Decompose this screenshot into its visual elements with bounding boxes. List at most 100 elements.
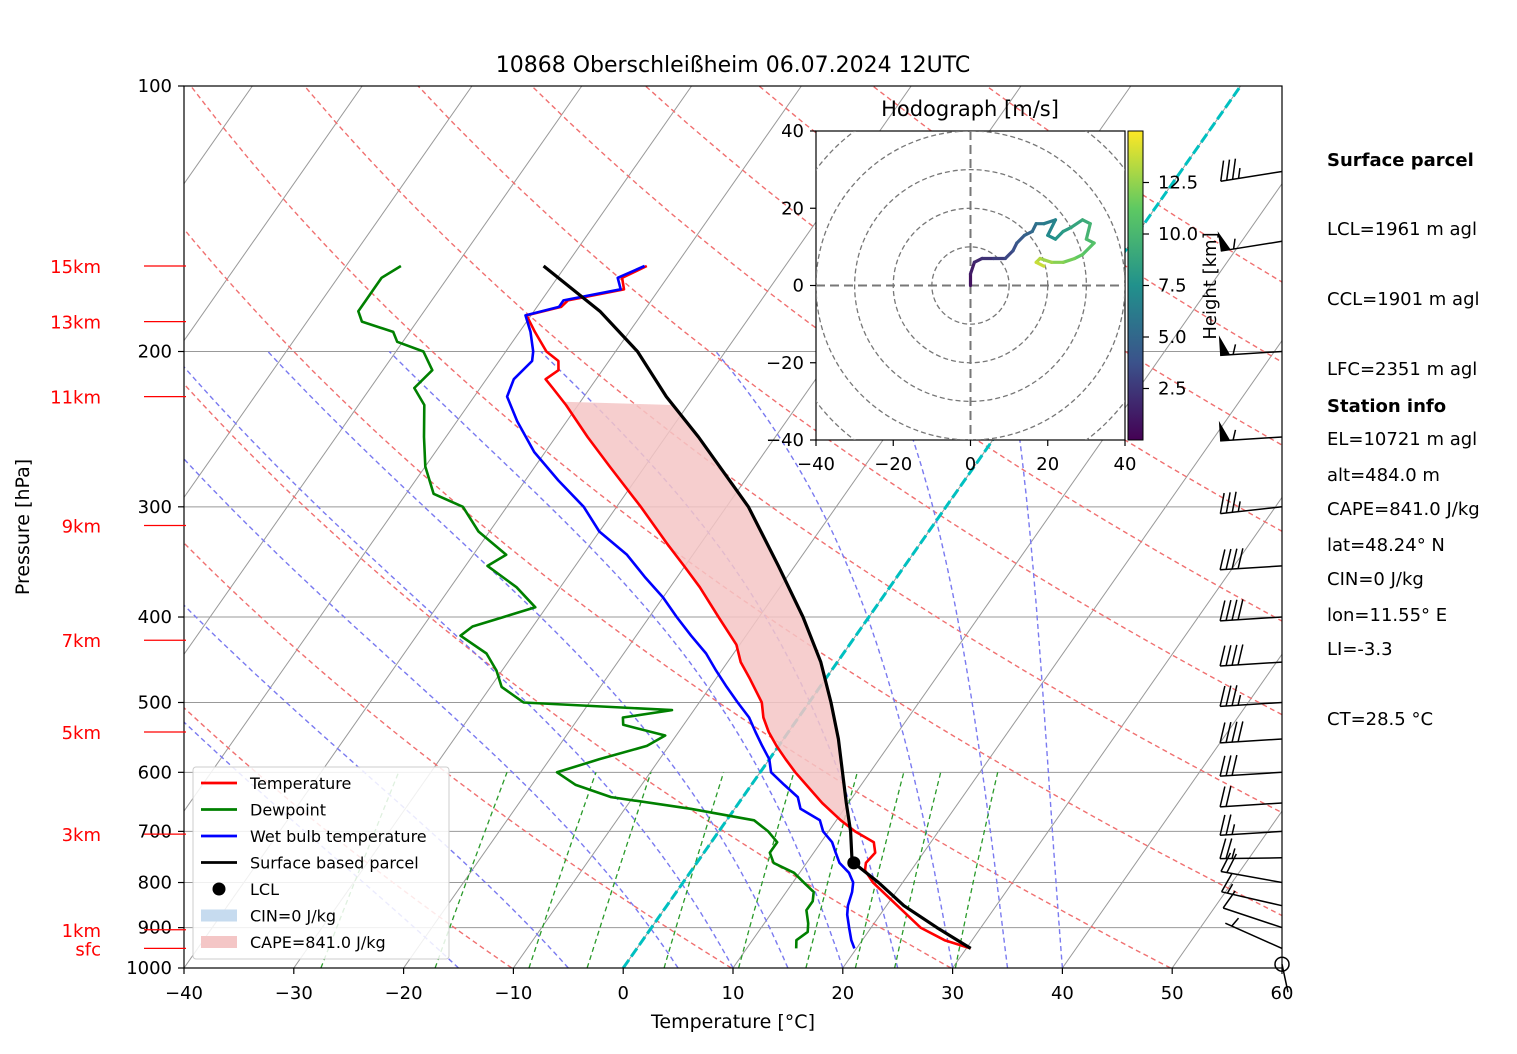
wind-barb bbox=[1220, 873, 1283, 907]
barb-full bbox=[1225, 599, 1232, 621]
barb-full bbox=[1225, 492, 1231, 514]
barb-half bbox=[1237, 167, 1241, 179]
x-axis-label: Temperature [°C] bbox=[650, 1011, 815, 1033]
wind-barb bbox=[1219, 685, 1283, 708]
wet-bulb-line bbox=[505, 264, 856, 949]
barb-full bbox=[1219, 755, 1226, 777]
info-line: LI=-3.3 bbox=[1327, 638, 1393, 660]
wind-barb bbox=[1217, 231, 1283, 252]
moist-adiabat bbox=[1006, 351, 1064, 968]
isotherm bbox=[732, 182, 1282, 968]
x-tick-label: −10 bbox=[494, 983, 532, 1004]
legend-swatch bbox=[201, 909, 237, 922]
x-tick-label: 20 bbox=[831, 983, 854, 1004]
x-tick-label: 40 bbox=[1051, 983, 1074, 1004]
moist-adiabat bbox=[184, 457, 679, 968]
barb-full bbox=[1231, 644, 1238, 666]
hodograph-segment bbox=[1053, 229, 1065, 241]
barb-full bbox=[1219, 645, 1226, 667]
mixing-ratio-line bbox=[737, 772, 795, 968]
barb-staff bbox=[1219, 857, 1283, 860]
barb-staff bbox=[1220, 701, 1283, 708]
barb-full bbox=[1219, 722, 1226, 744]
wind-barbs bbox=[1217, 158, 1290, 993]
wind-barb bbox=[1220, 852, 1283, 884]
mixing-ratio-line bbox=[586, 772, 652, 968]
barb-full bbox=[1225, 645, 1232, 666]
info-line: LFC=2351 m agl bbox=[1327, 359, 1478, 381]
barb-full bbox=[1220, 852, 1232, 872]
hodograph-segment bbox=[1034, 260, 1046, 268]
mixing-ratio-line bbox=[805, 772, 858, 968]
height-label: 5km bbox=[62, 723, 101, 744]
hodograph-x-tick-label: −40 bbox=[797, 454, 835, 475]
axes: −40 −30 −20 −10 0 10 20 30 40 50 60100090080070060… bbox=[126, 76, 1293, 1004]
colorbar-tick-label: 12.5 bbox=[1158, 173, 1198, 194]
isotherm bbox=[184, 86, 363, 342]
barb-full bbox=[1219, 549, 1226, 570]
hodograph-y-tick-label: −20 bbox=[766, 353, 804, 374]
legend-label: Wet bulb temperature bbox=[250, 827, 427, 846]
barb-full bbox=[1226, 853, 1237, 873]
hodograph-x-tick-label: 40 bbox=[1114, 454, 1137, 475]
x-tick-label: −30 bbox=[275, 983, 313, 1004]
x-tick-label: 0 bbox=[617, 983, 628, 1004]
barb-full bbox=[1237, 548, 1244, 569]
wind-barb bbox=[1222, 890, 1283, 929]
barb-full bbox=[1225, 159, 1231, 181]
x-tick-label: 50 bbox=[1161, 983, 1184, 1004]
temperature-line bbox=[525, 264, 972, 950]
barb-full bbox=[1231, 491, 1237, 513]
x-tick-label: −40 bbox=[165, 983, 203, 1004]
profiles bbox=[356, 264, 972, 950]
wind-barb bbox=[1219, 548, 1283, 571]
barb-full bbox=[1225, 814, 1232, 836]
hodograph-segment bbox=[1061, 256, 1077, 264]
height-label: 11km bbox=[50, 388, 101, 409]
y-tick-label: 100 bbox=[138, 76, 172, 97]
legend-label: LCL bbox=[250, 880, 279, 899]
isotherm bbox=[184, 86, 693, 813]
height-label: 15km bbox=[50, 257, 101, 278]
wind-barb bbox=[1219, 721, 1283, 744]
barb-half bbox=[1231, 848, 1236, 859]
dry-adiabat bbox=[184, 541, 732, 968]
hodograph-segment bbox=[1069, 218, 1085, 230]
barb-half bbox=[1231, 917, 1240, 927]
x-tick-label: 10 bbox=[722, 983, 745, 1004]
colorbar-tick-label: 10.0 bbox=[1158, 224, 1198, 245]
wind-barb bbox=[1218, 420, 1283, 442]
y-tick-label: 300 bbox=[138, 497, 172, 518]
hodograph-colorbar bbox=[1127, 130, 1144, 441]
hodograph-y-tick-label: 0 bbox=[793, 276, 804, 297]
y-tick-label: 600 bbox=[138, 762, 172, 783]
hodograph-segment bbox=[1080, 241, 1096, 257]
barb-full bbox=[1231, 685, 1238, 706]
surface-parcel-header: Surface parcel bbox=[1327, 149, 1474, 171]
y-axis-label: Pressure [hPa] bbox=[12, 459, 34, 595]
legend-label: Surface based parcel bbox=[250, 854, 419, 873]
wind-barb bbox=[1218, 335, 1283, 357]
moist-adiabat bbox=[715, 351, 954, 968]
legend-label: CAPE=841.0 J/kg bbox=[250, 933, 386, 952]
mixing-ratio-line bbox=[893, 772, 942, 968]
mixing-ratio-line bbox=[854, 772, 905, 968]
x-tick-label: 30 bbox=[941, 983, 964, 1004]
barb-staff bbox=[1220, 771, 1283, 777]
hodograph-y-tick-label: −40 bbox=[766, 430, 804, 451]
wind-barb bbox=[1219, 491, 1283, 515]
wind-barb bbox=[1219, 599, 1283, 622]
info-line: CAPE=841.0 J/kg bbox=[1327, 499, 1480, 521]
barb-flag bbox=[1218, 420, 1231, 441]
barb-half bbox=[1232, 238, 1236, 250]
y-tick-label: 400 bbox=[138, 607, 172, 628]
barb-full bbox=[1225, 685, 1232, 707]
moist-adiabat bbox=[267, 351, 789, 968]
legend-swatch bbox=[212, 882, 226, 896]
dry-adiabat bbox=[184, 382, 952, 968]
barb-staff bbox=[1220, 240, 1283, 252]
barb-full bbox=[1231, 599, 1238, 621]
barb-staff bbox=[1220, 170, 1283, 182]
isotherm bbox=[184, 86, 583, 656]
wind-barb bbox=[1274, 956, 1290, 993]
